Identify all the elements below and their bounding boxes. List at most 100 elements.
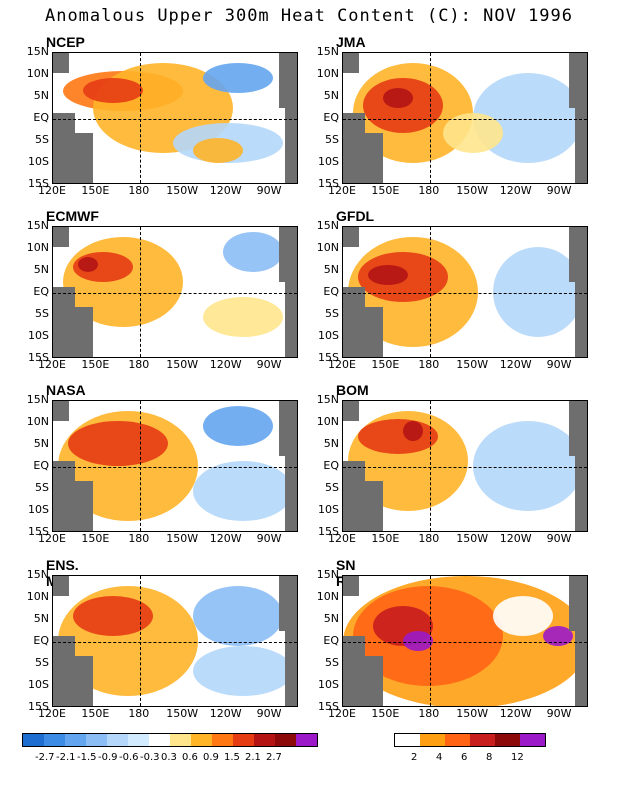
map-frame — [52, 575, 298, 707]
colorbar-swatch — [470, 734, 495, 746]
land-mass — [53, 461, 75, 531]
colorbar-swatch — [44, 734, 65, 746]
anomaly-region — [403, 631, 433, 651]
map-frame — [342, 575, 588, 707]
colorbar-sn-ratio — [394, 733, 546, 747]
dateline — [139, 401, 141, 531]
lon-tick-label: 120W — [209, 358, 242, 371]
lon-tick-label: 150W — [456, 184, 489, 197]
lon-tick-label: 150E — [371, 184, 400, 197]
lon-tick-label: 90W — [256, 532, 282, 545]
lat-tick-label: 10N — [316, 241, 339, 254]
colorbar-label: 0.3 — [161, 752, 177, 763]
anomaly-region — [203, 406, 273, 446]
land-mass — [279, 401, 297, 456]
colorbar-swatch — [212, 734, 233, 746]
land-mass — [363, 481, 383, 531]
lat-tick-label: EQ — [33, 459, 49, 472]
colorbar-label: 4 — [436, 752, 443, 763]
lon-tick-label: 90W — [256, 707, 282, 720]
anomaly-region — [383, 88, 413, 108]
lat-tick-label: 10N — [26, 415, 49, 428]
lat-tick-label: 10N — [26, 67, 49, 80]
lon-tick-label: 180 — [418, 532, 440, 545]
equator-line — [53, 467, 297, 468]
map-frame — [52, 400, 298, 532]
colorbar-label: -1.5 — [77, 752, 97, 763]
land-mass — [53, 636, 75, 706]
colorbar-label: -2.7 — [35, 752, 55, 763]
lon-tick-label: 180 — [418, 358, 440, 371]
land-mass — [53, 113, 75, 183]
lat-tick-label: 15N — [316, 393, 339, 406]
lat-tick-label: 5S — [35, 133, 49, 146]
colorbar-swatch — [445, 734, 470, 746]
equator-line — [343, 642, 587, 643]
land-mass — [53, 53, 69, 73]
lon-tick-label: 120W — [499, 532, 532, 545]
lat-tick-label: EQ — [323, 111, 339, 124]
lat-tick-label: 15S — [318, 525, 339, 538]
land-mass — [343, 227, 359, 247]
equator-line — [53, 293, 297, 294]
land-mass — [279, 53, 297, 108]
land-mass — [53, 227, 69, 247]
lon-tick-label: 90W — [256, 184, 282, 197]
lon-tick-label: 90W — [546, 532, 572, 545]
equator-line — [343, 293, 587, 294]
colorbar-swatch — [191, 734, 212, 746]
colorbar-label: -0.9 — [98, 752, 118, 763]
lat-tick-label: 10S — [318, 503, 339, 516]
lat-tick-label: 5N — [323, 437, 339, 450]
lon-tick-label: 90W — [546, 184, 572, 197]
colorbar-anomaly — [22, 733, 318, 747]
lat-tick-label: EQ — [33, 285, 49, 298]
figure-title: Anomalous Upper 300m Heat Content (C): N… — [44, 6, 574, 26]
colorbar-swatch — [420, 734, 445, 746]
lon-tick-label: 120E — [38, 532, 66, 545]
land-mass — [285, 631, 297, 706]
anomaly-region — [493, 596, 553, 636]
lon-tick-label: 120E — [38, 707, 66, 720]
lat-tick-label: 10S — [318, 678, 339, 691]
colorbar-label: 0.6 — [182, 752, 198, 763]
lat-tick-label: 15S — [28, 351, 49, 364]
colorbar-label: 0.9 — [203, 752, 219, 763]
lon-tick-label: 120W — [209, 184, 242, 197]
lat-tick-label: 5N — [33, 89, 49, 102]
lon-tick-label: 150E — [81, 707, 110, 720]
lat-tick-label: 15S — [28, 525, 49, 538]
land-mass — [575, 108, 587, 183]
colorbar-swatch — [296, 734, 317, 746]
colorbar-label: -0.3 — [140, 752, 160, 763]
lat-tick-label: 15N — [26, 219, 49, 232]
colorbar-swatch — [107, 734, 128, 746]
land-mass — [343, 113, 365, 183]
land-mass — [363, 307, 383, 357]
lat-tick-label: 10S — [28, 329, 49, 342]
lat-tick-label: 10S — [318, 155, 339, 168]
lat-tick-label: EQ — [323, 634, 339, 647]
lat-tick-label: 15N — [26, 393, 49, 406]
land-mass — [363, 133, 383, 183]
lat-tick-label: 10N — [316, 67, 339, 80]
panel-label: JMA — [336, 34, 366, 50]
equator-line — [53, 642, 297, 643]
lat-tick-label: EQ — [323, 459, 339, 472]
lat-tick-label: EQ — [323, 285, 339, 298]
dateline — [139, 53, 141, 183]
lat-tick-label: EQ — [33, 111, 49, 124]
dateline — [429, 227, 431, 357]
colorbar-label: 1.5 — [224, 752, 240, 763]
land-mass — [343, 53, 359, 73]
colorbar-swatch — [395, 734, 420, 746]
lon-tick-label: 120W — [209, 707, 242, 720]
lat-tick-label: 5S — [35, 656, 49, 669]
land-mass — [73, 481, 93, 531]
lon-tick-label: 90W — [256, 358, 282, 371]
lat-tick-label: 15N — [26, 45, 49, 58]
colorbar-swatch — [495, 734, 520, 746]
panel-label: NASA — [46, 382, 86, 398]
map-frame — [342, 400, 588, 532]
land-mass — [343, 287, 365, 357]
